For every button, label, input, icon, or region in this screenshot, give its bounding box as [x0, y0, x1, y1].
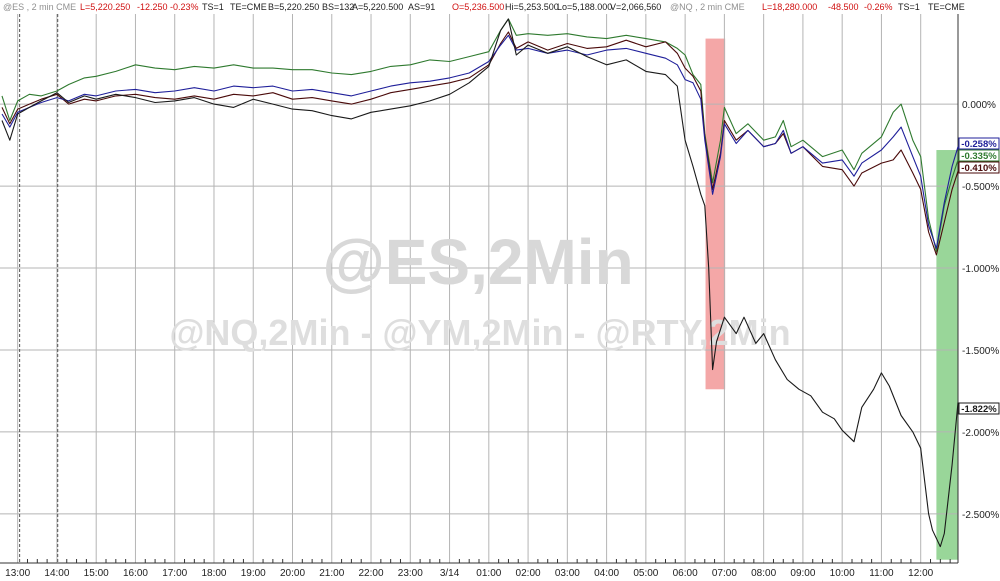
last-value-labels: -0.258%-0.335%-0.410% -1.822% — [958, 137, 1000, 415]
nq-series-line — [1, 34, 959, 249]
nq-symbol: @NQ , 2 min CME — [670, 2, 745, 12]
x-tick-label: 03:00 — [555, 568, 580, 579]
x-tick-label: 01:00 — [476, 568, 501, 579]
x-tick-label: 02:00 — [516, 568, 541, 579]
nq-te: TE=CME — [928, 2, 965, 12]
x-tick-label: 06:00 — [673, 568, 698, 579]
x-tick-label: 13:00 — [5, 568, 30, 579]
x-tick-label: 17:00 — [162, 568, 187, 579]
rty-series-line — [1, 18, 959, 548]
es-bid: B=5,220.250 — [268, 2, 319, 12]
x-tick-label: 19:00 — [241, 568, 266, 579]
es-high: Hi=5,253.500 — [505, 2, 559, 12]
x-tick-label: 3/14 — [440, 568, 460, 579]
x-tick-label: 04:00 — [594, 568, 619, 579]
x-tick-label: 20:00 — [280, 568, 305, 579]
y-axis: 0.000% -0.500% -1.000% -1.500% -2.000% -2.500… — [962, 100, 999, 521]
es-as: AS=91 — [408, 2, 435, 12]
y-tick-label: -1.500% — [962, 346, 999, 357]
es-volume: V=2,066,560 — [610, 2, 661, 12]
nq-pct: -0.26% — [864, 2, 893, 12]
watermark: @ES,2Min @NQ,2Min - @YM,2Min - @RTY,2Min — [169, 226, 790, 353]
es-series-line — [1, 31, 959, 256]
x-tick-label: 22:00 — [359, 568, 384, 579]
es-last: L=5,220.250 — [80, 2, 130, 12]
ym-value-box — [958, 149, 1000, 162]
x-tick-label: 14:00 — [44, 568, 69, 579]
es-symbol: @ES , 2 min CME — [3, 2, 76, 12]
x-tick-label: 07:00 — [712, 568, 737, 579]
es-value-box — [958, 161, 1000, 174]
y-tick-label: -1.000% — [962, 264, 999, 275]
y-tick-label: -0.500% — [962, 182, 999, 193]
es-ask: A=5,220.500 — [352, 2, 403, 12]
rty-value-box — [958, 402, 1000, 415]
nq-value-box — [958, 137, 1000, 150]
es-change: -12.250 — [137, 2, 168, 12]
x-tick-label: 08:00 — [751, 568, 776, 579]
nq-last: L=18,280.000 — [762, 2, 817, 12]
chart-header: @ES , 2 min CME L=5,220.250 -12.250 -0.2… — [3, 2, 965, 12]
grid — [0, 14, 959, 564]
x-tick-label: 16:00 — [123, 568, 148, 579]
nq-ts: TS=1 — [898, 2, 920, 12]
x-axis: 13:00 14:00 15:00 16:00 17:00 18:00 19:00 20:00… — [5, 568, 933, 579]
es-low: Lo=5,188.000 — [557, 2, 612, 12]
es-pct: -0.23% — [170, 2, 199, 12]
x-tick-label: 15:00 — [84, 568, 109, 579]
nq-change: -48.500 — [828, 2, 859, 12]
rty-value-label: -1.822% — [961, 404, 997, 415]
es-ts: TS=1 — [202, 2, 224, 12]
ym-series-line — [1, 18, 959, 253]
y-tick-label: 0.000% — [962, 100, 996, 111]
x-tick-label: 11:00 — [869, 568, 894, 579]
ym-value-label: -0.335% — [961, 151, 997, 162]
y-tick-label: -2.500% — [962, 510, 999, 521]
es-te: TE=CME — [230, 2, 267, 12]
nq-value-label: -0.258% — [961, 139, 997, 150]
x-tick-label: 21:00 — [319, 568, 344, 579]
es-value-label: -0.410% — [961, 163, 997, 174]
x-tick-label: 18:00 — [201, 568, 226, 579]
x-tick-label: 10:00 — [830, 568, 855, 579]
x-tick-label: 12:00 — [908, 568, 933, 579]
x-tick-label: 09:00 — [790, 568, 815, 579]
es-open: O=5,236.500 — [452, 2, 504, 12]
watermark-main: @ES,2Min — [322, 226, 633, 298]
x-tick-label: 23:00 — [398, 568, 423, 579]
y-tick-label: -2.000% — [962, 428, 999, 439]
series-lines — [1, 18, 959, 548]
watermark-sub: @NQ,2Min - @YM,2Min - @RTY,2Min — [169, 312, 790, 353]
es-bs: BS=132 — [322, 2, 354, 12]
x-tick-label: 05:00 — [633, 568, 658, 579]
